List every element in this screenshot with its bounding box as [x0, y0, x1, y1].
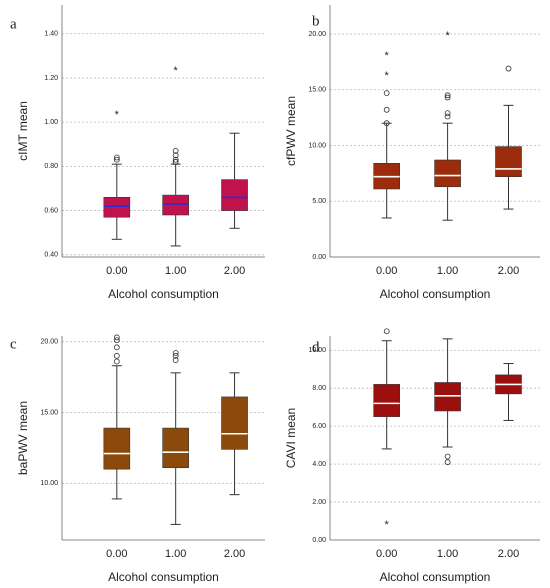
x-tick-label: 1.00: [165, 548, 186, 560]
y-tick-label: 2.00: [312, 499, 326, 506]
box: [162, 427, 189, 469]
outlier: [113, 344, 120, 351]
x-tick-label: 0.00: [376, 265, 397, 277]
panel-label: a: [10, 16, 17, 32]
y-axis-label: CAVI mean: [284, 408, 298, 468]
y-tick-label: 20.00: [40, 339, 58, 346]
extreme: *: [174, 65, 179, 77]
y-tick-label: 0.40: [44, 252, 58, 259]
x-tick-label: 1.00: [437, 265, 458, 277]
box: [103, 427, 131, 470]
outlier: [505, 65, 512, 72]
outlier: [444, 459, 451, 466]
x-tick-label: 1.00: [165, 265, 186, 277]
y-tick-label: 1.20: [44, 75, 58, 82]
outlier: [444, 110, 451, 117]
extreme: *: [115, 109, 120, 121]
y-tick-label: 5.00: [312, 198, 326, 205]
box: [221, 396, 248, 450]
outlier: [383, 120, 390, 127]
outlier: [113, 334, 120, 341]
box: [434, 159, 461, 188]
x-axis-label: Alcohol consumption: [380, 570, 491, 584]
y-tick-label: 20.00: [308, 31, 326, 38]
y-tick-label: 6.00: [312, 423, 326, 430]
x-tick-label: 0.00: [106, 265, 127, 277]
y-tick-label: 1.00: [44, 119, 58, 126]
outlier: [113, 358, 120, 365]
x-tick-label: 2.00: [224, 548, 245, 560]
box: [162, 194, 189, 216]
y-tick-label: 0.00: [312, 254, 326, 261]
outlier: [172, 152, 179, 159]
box: [495, 146, 522, 178]
x-axis-label: Alcohol consumption: [380, 287, 491, 301]
outlier: [383, 328, 390, 335]
panel-label: b: [312, 13, 320, 29]
y-tick-label: 0.80: [44, 163, 58, 170]
outlier: [383, 106, 390, 113]
box: [103, 197, 131, 218]
outlier: [444, 453, 451, 460]
box: [434, 382, 461, 412]
y-axis-label: cIMT mean: [16, 101, 30, 161]
panel-label: d: [312, 339, 320, 355]
extreme: *: [385, 70, 390, 82]
outlier: [113, 154, 120, 161]
outlier: [444, 92, 451, 99]
extreme: *: [385, 50, 390, 62]
y-tick-label: 8.00: [312, 385, 326, 392]
y-tick-label: 10.00: [308, 142, 326, 149]
box: [221, 179, 248, 211]
outlier: [444, 94, 451, 101]
y-tick-label: 10.00: [40, 480, 58, 487]
outlier: [113, 337, 120, 344]
x-tick-label: 2.00: [498, 265, 519, 277]
x-tick-label: 0.00: [106, 548, 127, 560]
outlier: [172, 352, 179, 359]
panel-label: c: [10, 336, 17, 352]
outlier: [172, 147, 179, 154]
extreme: *: [385, 519, 390, 531]
outlier: [444, 113, 451, 120]
y-axis-label: cfPWV mean: [284, 96, 298, 166]
x-tick-label: 2.00: [498, 548, 519, 560]
outlier: [172, 350, 179, 356]
y-tick-label: 15.00: [308, 87, 326, 94]
box: [373, 384, 401, 417]
y-tick-label: 0.00: [312, 537, 326, 544]
extreme: *: [445, 30, 450, 42]
x-tick-label: 0.00: [376, 548, 397, 560]
outlier: [113, 156, 120, 163]
outlier: [383, 90, 390, 96]
x-axis-label: Alcohol consumption: [108, 570, 219, 584]
y-tick-label: 10.00: [308, 347, 326, 354]
outlier: [113, 352, 120, 359]
outlier: [172, 156, 179, 163]
y-tick-label: 4.00: [312, 461, 326, 468]
x-tick-label: 1.00: [437, 548, 458, 560]
y-tick-label: 0.60: [44, 207, 58, 214]
y-tick-label: 15.00: [40, 409, 58, 416]
outlier: [172, 159, 179, 165]
x-tick-label: 2.00: [224, 265, 245, 277]
y-axis-label: baPWV mean: [16, 401, 30, 475]
outlier: [172, 357, 179, 363]
x-axis-label: Alcohol consumption: [108, 287, 219, 301]
y-tick-label: 1.40: [44, 31, 58, 38]
